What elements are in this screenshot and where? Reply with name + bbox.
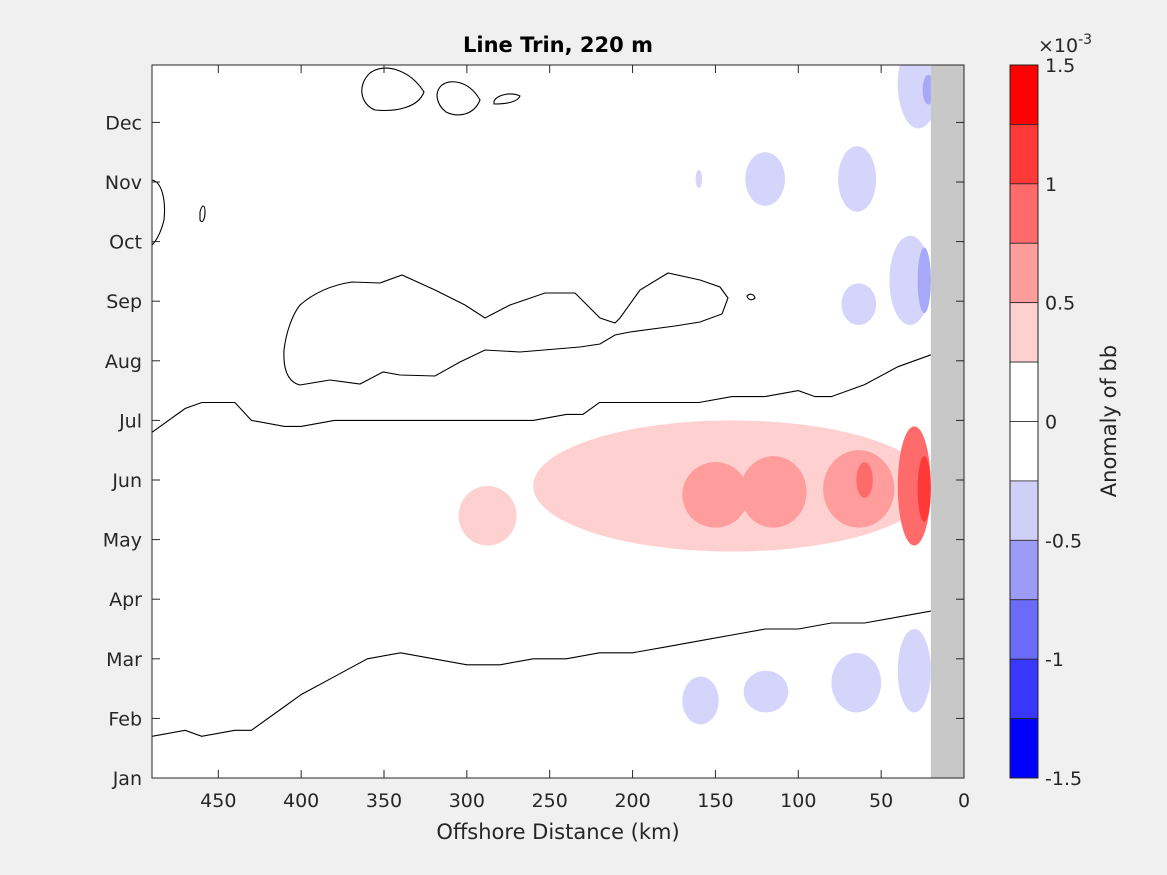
anomaly-region [743,670,789,713]
x-tick-label: 200 [614,790,650,812]
zero-contour-lines [152,354,932,737]
anomaly-region [682,462,749,528]
colorbar-tick-label: -1 [1045,649,1064,671]
y-tick-label: Apr [109,589,142,611]
anomaly-region [917,456,931,522]
anomaly-region [740,456,807,528]
zero-contour-loop [283,272,729,386]
colorbar-tick-label: 0 [1045,412,1057,434]
y-tick-label: Dec [105,112,142,134]
y-tick-label: Jun [111,470,142,492]
zero-contour-loop [746,293,756,301]
anomaly-region [897,629,931,713]
x-tick-label: 250 [532,790,568,812]
colorbar-exponent: ×10-3 [1038,32,1092,57]
anomaly-region [841,283,877,326]
colorbar-band [1009,242,1039,304]
x-tick-label: 150 [697,790,733,812]
anomaly-region [458,485,517,546]
y-tick-label: Mar [106,649,142,671]
colorbar-label: Anomaly of bb [1097,345,1121,497]
zero-contour-line [152,354,932,433]
x-tick-label: 0 [958,790,970,812]
colorbar-band [1009,124,1039,185]
anomaly-region [917,247,931,314]
zero-contour-line [152,610,931,737]
y-tick-label: Jan [112,768,142,790]
chart-title: Line Trin, 220 m [463,33,653,57]
anomaly-region [831,652,882,713]
anomaly-region [856,462,873,498]
colorbar-band [1009,64,1039,125]
colorbar: 1.5 1 0.5 0 -0.5 -1 -1.5 [1009,55,1082,790]
y-tick-label: Jul [118,410,142,432]
anomaly-contour-fills [458,65,940,725]
colorbar-band [1009,718,1039,779]
zero-contour-loop [361,67,425,112]
colorbar-band [1009,302,1039,363]
y-tick-label: Oct [109,232,142,254]
colorbar-band [1009,539,1039,601]
colorbar-band [1009,183,1039,244]
y-tick-label: May [103,530,142,552]
colorbar-band [1009,480,1039,541]
y-tick-label: Sep [106,291,142,313]
x-tick-label: 450 [200,790,236,812]
colorbar-tick-label: 1.5 [1045,55,1075,77]
x-axis-label: Offshore Distance (km) [436,820,679,844]
y-tick-label: Feb [108,708,142,730]
x-axis-ticks: 450 400 350 300 250 200 150 100 50 0 [200,65,970,812]
coastal-land-mask [930,65,964,778]
plot-frame [151,64,965,779]
anomaly-region [682,676,719,725]
colorbar-tick-label: 0.5 [1045,293,1075,315]
zero-contour-loop [493,93,521,105]
y-tick-label: Aug [105,351,142,373]
anomaly-region [838,146,877,212]
anomaly-region [745,152,786,206]
y-axis-ticks: Jan Feb Mar Apr May Jun Jul Aug Sep Oct Nov Dec [103,112,964,790]
colorbar-band [1009,421,1039,482]
anomaly-region [695,170,703,188]
x-tick-label: 50 [869,790,893,812]
colorbar-tick-label: -0.5 [1045,530,1082,552]
colorbar-band [1009,361,1039,422]
zero-contour-loop [199,205,206,223]
x-tick-label: 400 [283,790,319,812]
y-tick-label: Nov [105,172,142,194]
colorbar-tick-label: -1.5 [1045,768,1082,790]
x-tick-label: 100 [780,790,816,812]
x-tick-label: 300 [449,790,485,812]
x-tick-label: 350 [366,790,402,812]
colorbar-tick-label: 1 [1045,174,1057,196]
colorbar-band [1009,599,1039,660]
colorbar-band [1009,658,1039,719]
colorbar-frame [1009,64,1039,779]
zero-contour-loops [152,67,756,386]
zero-contour-loop [436,81,481,116]
